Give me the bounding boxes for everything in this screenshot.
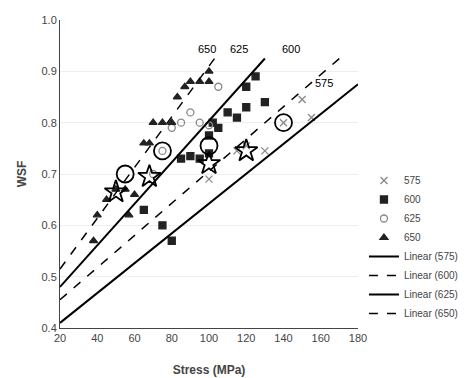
svg-text:160: 160 bbox=[312, 332, 330, 344]
svg-text:0.7: 0.7 bbox=[42, 168, 57, 180]
svg-text:0.9: 0.9 bbox=[42, 65, 57, 77]
svg-text:0.4: 0.4 bbox=[42, 322, 57, 334]
svg-text:120: 120 bbox=[237, 332, 255, 344]
svg-text:80: 80 bbox=[166, 332, 178, 344]
svg-text:40: 40 bbox=[91, 332, 103, 344]
svg-text:Linear (650): Linear (650) bbox=[404, 308, 458, 319]
svg-text:180: 180 bbox=[349, 332, 367, 344]
svg-text:575: 575 bbox=[315, 77, 333, 89]
svg-text:Linear (575): Linear (575) bbox=[404, 251, 458, 262]
svg-text:650: 650 bbox=[404, 232, 421, 243]
svg-text:0.5: 0.5 bbox=[42, 271, 57, 283]
svg-text:WSF: WSF bbox=[15, 161, 29, 188]
svg-text:650: 650 bbox=[198, 43, 216, 55]
svg-text:625: 625 bbox=[404, 213, 421, 224]
svg-text:60: 60 bbox=[128, 332, 140, 344]
svg-text:100: 100 bbox=[200, 332, 218, 344]
svg-text:0.6: 0.6 bbox=[42, 219, 57, 231]
svg-text:600: 600 bbox=[282, 43, 300, 55]
svg-text:600: 600 bbox=[404, 194, 421, 205]
svg-text:625: 625 bbox=[230, 43, 248, 55]
svg-text:Linear (600): Linear (600) bbox=[404, 270, 458, 281]
svg-text:Linear (625): Linear (625) bbox=[404, 289, 458, 300]
svg-text:140: 140 bbox=[274, 332, 292, 344]
svg-text:20: 20 bbox=[54, 332, 66, 344]
svg-text:Stress (MPa): Stress (MPa) bbox=[173, 363, 246, 377]
svg-text:0.8: 0.8 bbox=[42, 117, 57, 129]
svg-text:1.0: 1.0 bbox=[42, 14, 57, 26]
svg-text:575: 575 bbox=[404, 175, 421, 186]
